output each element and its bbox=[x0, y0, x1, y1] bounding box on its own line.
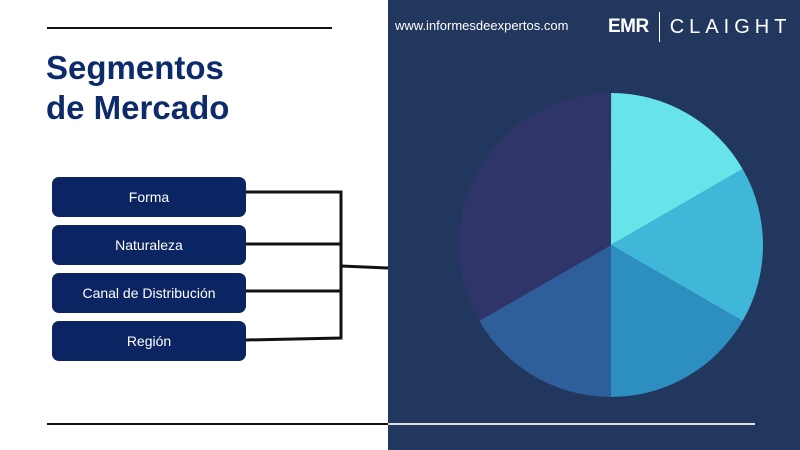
segment-region[interactable]: Región bbox=[52, 321, 246, 361]
pie-slice-3 bbox=[610, 245, 743, 397]
segment-forma[interactable]: Forma bbox=[52, 177, 246, 217]
divider-bottom-right bbox=[388, 423, 755, 425]
title-line-1: Segmentos bbox=[46, 49, 224, 86]
divider-top bbox=[47, 27, 332, 29]
pie-slice-4 bbox=[479, 245, 611, 397]
logo-emr: EMR bbox=[608, 16, 649, 37]
website-url[interactable]: www.informesdeexpertos.com bbox=[395, 18, 569, 33]
pie-slice-2 bbox=[611, 169, 763, 322]
bracket-connector bbox=[245, 190, 389, 342]
logo-claight: CLAIGHT bbox=[669, 15, 792, 38]
segment-canal[interactable]: Canal de Distribución bbox=[52, 273, 246, 313]
title-line-2: de Mercado bbox=[46, 89, 230, 126]
logo-separator bbox=[658, 12, 660, 42]
pie-chart bbox=[459, 93, 763, 397]
page-title: Segmentos de Mercado bbox=[46, 48, 229, 128]
emr-claight-logo: EMR CLAIGHT bbox=[608, 12, 791, 42]
pie-slice-1 bbox=[611, 93, 743, 245]
segment-naturaleza[interactable]: Naturaleza bbox=[52, 225, 246, 265]
pie-slice-5 bbox=[459, 93, 612, 321]
